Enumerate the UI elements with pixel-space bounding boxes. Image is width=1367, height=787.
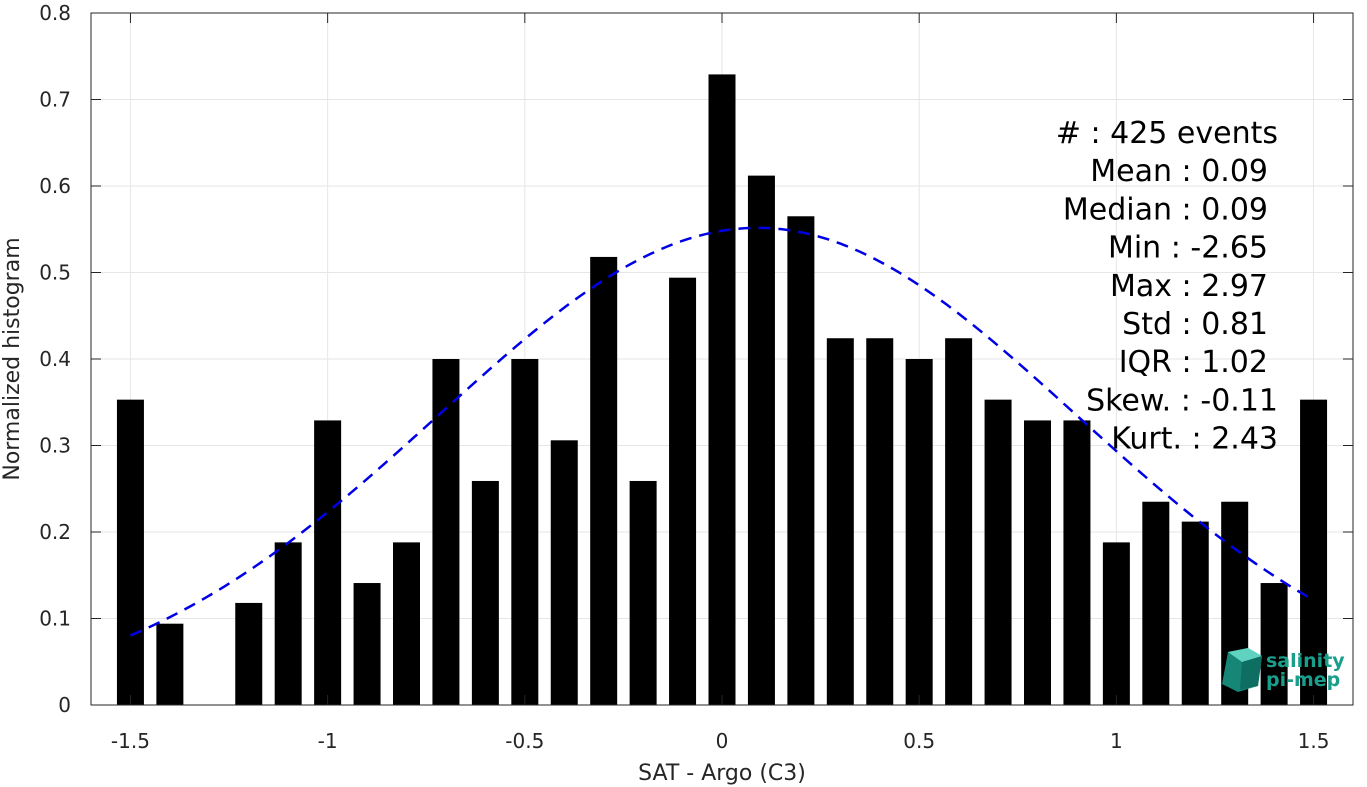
stat-line: Min : -2.65 — [1108, 231, 1268, 266]
histogram-bar — [1102, 542, 1130, 705]
histogram-bar — [1063, 420, 1091, 705]
y-tick-label: 0 — [58, 693, 71, 717]
histogram-bar — [866, 338, 894, 705]
y-tick-label: 0.7 — [39, 88, 71, 112]
x-tick-label: 0.5 — [903, 729, 935, 753]
x-axis-title: SAT - Argo (C3) — [638, 761, 806, 786]
x-tick-label: -1 — [318, 729, 338, 753]
stat-line: Max : 2.97 — [1110, 269, 1268, 304]
histogram-bar — [471, 480, 499, 705]
histogram-bar — [550, 440, 578, 705]
histogram-bar — [314, 420, 342, 705]
histogram-bar — [905, 359, 933, 705]
y-tick-label: 0.5 — [39, 261, 71, 285]
y-tick-label: 0.2 — [39, 520, 71, 544]
x-tick-label: 0 — [716, 729, 729, 753]
x-tick-labels: -1.5 -1 -0.5 0 0.5 1 1.5 — [111, 729, 1330, 753]
histogram-bar — [1260, 583, 1288, 705]
histogram-bar — [1024, 420, 1051, 705]
histogram-bar — [787, 216, 815, 705]
y-tick-label: 0.3 — [39, 434, 71, 458]
histogram-bars — [116, 74, 1328, 706]
y-tick-label: 0.6 — [39, 174, 71, 198]
stat-line: Std : 0.81 — [1122, 307, 1268, 342]
stat-line: Kurt. : 2.43 — [1111, 422, 1278, 457]
histogram-bar — [945, 338, 973, 705]
histogram-bar — [629, 480, 657, 705]
stat-line: # : 425 events — [1056, 116, 1278, 151]
histogram-bar — [826, 338, 854, 705]
histogram-bar — [116, 399, 144, 705]
histogram-bar — [235, 602, 263, 705]
histogram-bar — [1142, 501, 1170, 705]
y-tick-label: 0.4 — [39, 347, 71, 371]
histogram-bar — [590, 256, 618, 705]
y-tick-label: 0.8 — [39, 1, 71, 25]
logo-text-salinity: salinity — [1266, 650, 1345, 672]
histogram-bar — [1300, 399, 1328, 705]
histogram-bar — [432, 359, 460, 705]
histogram-bar — [747, 175, 775, 705]
stat-line: Median : 0.09 — [1063, 192, 1268, 227]
histogram-bar — [353, 583, 381, 705]
y-tick-label: 0.1 — [39, 607, 71, 631]
histogram-bar — [156, 623, 184, 705]
axis-ticks — [91, 12, 1353, 706]
stat-line: IQR : 1.02 — [1119, 345, 1268, 380]
histogram-bar — [669, 277, 697, 705]
histogram-bar — [274, 542, 302, 705]
histogram-bar — [511, 359, 539, 705]
x-tick-label: 1 — [1110, 729, 1123, 753]
x-tick-label: -1.5 — [111, 729, 150, 753]
histogram-bar — [1181, 521, 1209, 705]
salinity-pi-mep-logo: salinity pi-mep — [1222, 648, 1345, 692]
logo-cube-icon — [1222, 648, 1262, 692]
gaussian-fit-curve — [129, 226, 1315, 637]
x-tick-label: -0.5 — [505, 729, 544, 753]
logo-text-pi-mep: pi-mep — [1266, 669, 1340, 691]
stat-line: Skew. : -0.11 — [1086, 383, 1278, 418]
y-tick-labels: 0 0.1 0.2 0.3 0.4 0.5 0.6 0.7 0.8 — [39, 1, 71, 717]
x-tick-label: 1.5 — [1298, 729, 1330, 753]
y-axis-title: Normalized histogram — [0, 237, 25, 480]
histogram-bar — [708, 74, 736, 706]
stat-line: Mean : 0.09 — [1090, 154, 1268, 189]
histogram-bar — [984, 399, 1012, 705]
histogram-bar — [393, 542, 420, 705]
